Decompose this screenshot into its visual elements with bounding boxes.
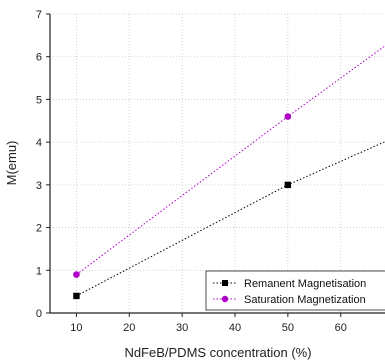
legend-marker-saturation <box>221 295 229 303</box>
y-tick-label: 4 <box>36 137 42 149</box>
x-tick-label: 40 <box>229 322 241 334</box>
legend-marker-remanent <box>222 280 228 286</box>
grid-lines <box>50 13 385 313</box>
series-line-1 <box>76 45 385 275</box>
y-tick-label: 5 <box>36 94 42 106</box>
y-tick-label: 0 <box>36 308 42 320</box>
x-tick-label: 30 <box>176 322 188 334</box>
legend-label-saturation: Saturation Magnetization <box>244 294 366 306</box>
axes <box>49 14 385 314</box>
y-axis-label: M(emu) <box>4 141 19 186</box>
data-point <box>284 181 292 189</box>
y-tick-label: 7 <box>36 9 42 21</box>
y-tick-label: 1 <box>36 265 42 277</box>
legend-box <box>205 270 385 311</box>
x-axis-label: NdFeB/PDMS concentration (%) <box>124 345 311 360</box>
x-tick-label: 10 <box>70 322 82 334</box>
x-tick-label: 50 <box>282 322 294 334</box>
x-tick-label: 60 <box>335 322 347 334</box>
x-tick-label: 20 <box>123 322 135 334</box>
data-point <box>73 271 80 278</box>
series <box>73 45 385 300</box>
ticks: 0123456710203040506070 <box>36 9 347 334</box>
data-point <box>284 113 292 120</box>
y-tick-label: 2 <box>36 223 42 235</box>
legend: Remanent Magnetisation Saturation Magnet… <box>205 270 385 311</box>
legend-label-remanent: Remanent Magnetisation <box>244 278 366 290</box>
y-tick-label: 3 <box>36 180 42 192</box>
data-point <box>73 292 80 300</box>
y-tick-label: 6 <box>36 52 42 64</box>
